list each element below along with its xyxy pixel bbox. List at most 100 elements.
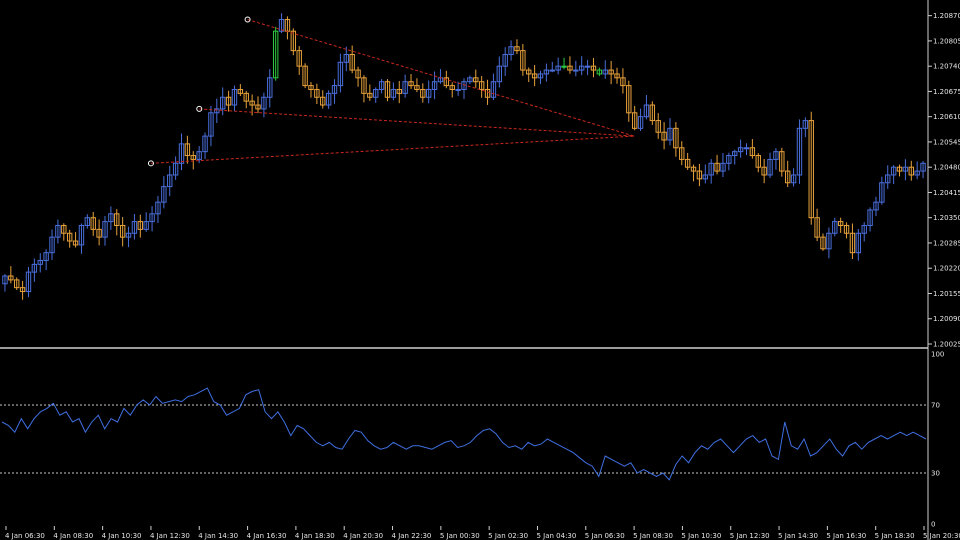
oscillator-axis-label: 30 [931,470,940,478]
candle-body [702,174,708,180]
candle-body [202,135,208,153]
price-axis-label: 1.20350 [933,214,960,222]
candle-body [84,217,91,226]
candle-body [96,228,102,238]
candle-body [261,96,267,110]
time-axis-label: 5 Jan 02:30 [488,532,528,540]
candle-body [637,116,644,129]
candle-body [408,81,414,87]
pivot-marker [147,160,154,167]
price-axis-label: 1.20090 [933,315,960,323]
time-axis-label: 4 Jan 18:30 [295,532,335,540]
candle-body [8,275,14,281]
price-axis-label: 1.20610 [933,113,960,121]
candle-body [349,54,355,71]
candle-body [555,65,561,71]
candle-body [243,92,249,102]
candle-body [708,162,714,176]
candle-body [643,104,650,118]
candle-body [367,92,373,98]
candle-body [190,155,196,160]
time-axis-label: 5 Jan 20:30 [923,532,960,540]
candle-body [108,213,114,223]
time-axis-label: 5 Jan 10:30 [681,532,721,540]
candle-body [520,50,526,71]
candle-body [214,108,220,114]
candle-body [649,104,656,122]
candle-body [102,221,108,238]
candle-body [590,65,597,71]
candle-body [355,69,361,79]
time-axis-label: 5 Jan 16:30 [826,532,866,540]
candle-body [331,85,338,94]
candle-body [161,186,167,203]
candle-body [726,155,732,164]
candle-body [78,224,85,246]
time-axis-label: 5 Jan 12:30 [730,532,770,540]
candle-body [249,100,255,106]
time-axis-label: 5 Jan 14:30 [778,532,818,540]
candle-body [743,147,750,150]
candle-body [267,77,273,98]
candle-body [325,92,332,106]
candle-body [914,170,920,176]
trendline [247,19,635,137]
candle-body [131,221,138,234]
candle-body [37,259,43,265]
candle-body [885,174,891,184]
price-panel[interactable] [2,13,926,300]
candle-body [820,236,826,250]
price-axis-label: 1.20285 [933,239,960,247]
candle-body [484,88,491,98]
oscillator-axis: 100 70 30 0 [931,351,944,529]
candle-body [496,65,503,83]
price-axis-label: 1.20480 [933,164,960,172]
candle-body [749,147,756,157]
candle-body [579,65,585,71]
candle-body [679,147,685,160]
time-axis-label: 4 Jan 14:30 [198,532,238,540]
candle-body [443,77,450,87]
candle-body [467,77,473,83]
oscillator-axis-label: 100 [931,351,944,359]
candle-body [490,81,497,98]
time-axis-label: 5 Jan 00:30 [440,532,480,540]
candle-body [225,96,232,106]
oscillator-line [1,387,927,481]
candle-body [137,221,144,230]
candle-body [873,201,879,211]
candle-body [25,271,32,293]
trendline [199,108,635,137]
candle-body [66,232,73,242]
candle-body [478,81,485,90]
candle-body [631,112,638,129]
candle-body [537,73,544,79]
candle-body [508,46,514,56]
candle-body [732,151,738,157]
candle-body [143,221,149,230]
candle-body [272,30,279,79]
price-axis: 1.20870 1.20805 1.20740 1.20675 1.20610 1.205… [928,12,960,349]
candle-body [890,166,897,176]
candle-body [55,224,61,238]
candle-body [855,232,862,254]
candle-body [320,96,326,106]
candle-body [72,240,79,246]
oscillator-panel[interactable] [0,387,928,481]
candle-body [196,151,202,160]
candle-body [690,166,697,172]
candle-body [661,131,667,141]
candle-body [684,158,691,168]
candle-body [167,174,173,188]
time-axis-label: 5 Jan 08:30 [633,532,673,540]
candle-body [278,19,285,32]
candle-body [737,147,744,153]
candle-body [802,120,809,129]
candle-body [237,88,244,94]
time-axis-label: 4 Jan 22:30 [392,532,432,540]
candle-body [867,209,873,226]
time-axis-label: 5 Jan 04:30 [536,532,576,540]
price-axis-label: 1.20545 [933,138,960,146]
